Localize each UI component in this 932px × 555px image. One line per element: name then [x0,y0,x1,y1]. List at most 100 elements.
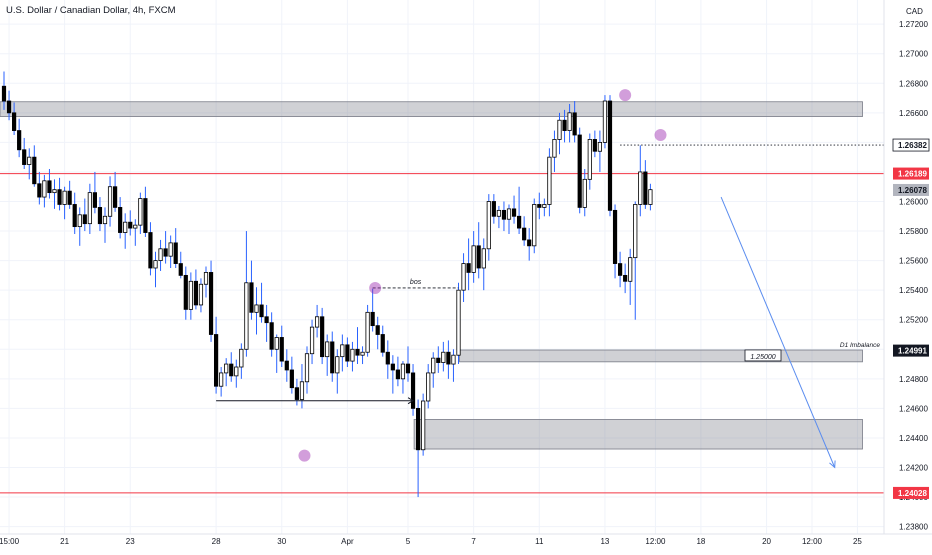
y-tick-label: 1.24200 [899,464,928,473]
x-tick-label: 12:00 [645,537,666,546]
candle-body [552,139,557,158]
candle-body [582,178,587,208]
candle-body [612,209,618,264]
x-tick-label: 28 [212,537,221,546]
candle-body [421,400,426,451]
candle-body [102,215,108,225]
candle-body [32,156,37,185]
candle-body [67,190,72,205]
y-tick-label: 1.24400 [899,434,928,443]
candle-body [289,369,294,389]
candle-body [123,221,128,233]
candle-body [618,263,623,276]
price-label: 1.24028 [898,489,927,498]
candle-body [107,186,113,217]
candle-body [365,311,370,353]
candle-body [557,119,562,140]
candle-body [92,192,97,208]
candle-body [532,204,537,247]
projection-arrow-head [829,460,836,469]
y-tick-label: 1.26600 [899,109,928,118]
candle-body [42,180,47,198]
candle-body [395,369,401,380]
candle-body [133,224,138,229]
candle-body [522,227,527,241]
candle-body [82,214,87,225]
candle-body [153,260,158,269]
candle-body [496,209,502,217]
candle-body [264,316,269,324]
candle-body [229,363,234,377]
candle-body [213,334,219,387]
x-tick-label: 30 [277,537,286,546]
candle-body [426,372,431,402]
zone-price-box [744,349,782,362]
x-tick-label: 13 [600,537,609,546]
candle-body [547,156,552,205]
candle-body [173,242,178,264]
candle-body [501,209,507,220]
y-tick-label: 1.26800 [899,79,928,88]
candle-body [537,204,542,208]
zone-label-d1-imbalance: D1 Imbalance [840,342,880,349]
candle-body [461,263,466,291]
candle-body [62,190,67,205]
candle-body [249,282,254,313]
candle-body [415,407,421,451]
swing-marker [369,281,382,294]
candle-body [431,357,436,374]
candle-body [37,183,42,198]
candle-body [638,171,643,205]
candle-body [446,351,451,365]
currency-label: CAD [906,7,923,16]
y-tick-label: 1.24800 [899,375,928,384]
candle-body [325,341,330,358]
candle-body [405,363,411,374]
price-label: 1.26078 [898,186,927,195]
candle-body [385,351,390,365]
bos-label: bos [410,279,422,286]
candle-body [279,337,284,362]
candle-body [481,248,486,269]
projection-arrow-line [720,196,836,468]
candle-body [259,304,264,318]
candle-body [234,366,239,377]
zone-box [459,349,863,363]
candle-body [441,351,446,363]
candle-body [597,141,603,152]
zone-box [0,101,863,117]
candle-body [330,341,335,374]
candle-body [309,326,315,355]
candle-body [87,192,92,225]
y-tick-label: 1.23800 [899,523,928,532]
candle-body [274,337,279,350]
candle-body [320,316,325,358]
price-label-box [892,138,930,152]
x-tick-label: Apr [341,537,354,546]
candle-body [400,363,406,380]
candle-body [113,186,118,208]
candle-body [27,156,32,165]
price-label: 1.24991 [898,347,927,356]
candle-body [57,189,62,205]
x-tick-label: 15:00 [0,537,20,546]
candle-body [1,85,7,102]
candle-body [138,198,143,226]
candle-body [567,112,572,131]
price-axis-bg [884,0,932,550]
x-tick-label: 25 [853,537,862,546]
candle-body [335,356,340,374]
candle-body [355,348,360,356]
candle-body [77,214,82,228]
candle-body [22,149,27,165]
candle-body [506,208,512,220]
x-tick-label: 5 [406,537,411,546]
candle-body [203,272,209,285]
candle-body [244,282,249,350]
candle-body [643,171,648,205]
y-tick-label: 1.24600 [899,404,928,413]
candle-body [375,325,380,335]
candle-body [562,119,567,131]
